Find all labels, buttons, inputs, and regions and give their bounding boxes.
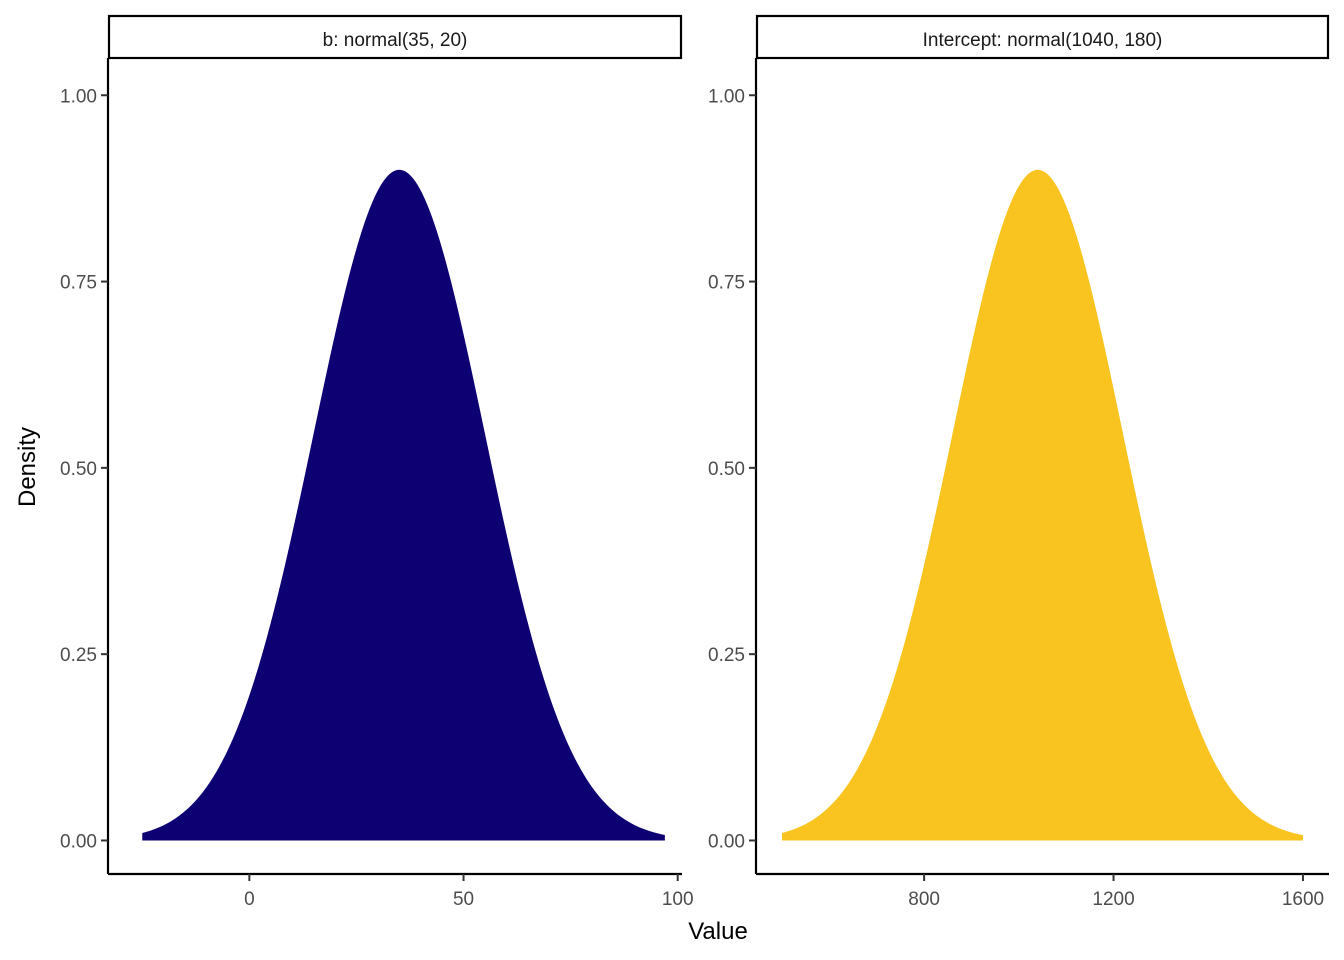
x-tick-label: 1600 [1282,889,1324,910]
density-area [142,169,665,841]
y-axis-title: Density [14,427,41,507]
x-axis-title: Value [688,918,748,945]
facet-panel-1: 0.00 0.25 0.50 0.75 1.00 0 50 100 b: normal(35, … [60,14,694,910]
y-tick-label: 0.00 [708,831,745,852]
y-tick-label: 0.75 [60,273,97,294]
y-tick-label: 1.00 [708,86,745,107]
y-tick-label: 1.00 [60,86,97,107]
facet-strip [107,14,683,60]
chart-panels: 0.00 0.25 0.50 0.75 1.00 0 50 100 b: normal(35, … [60,14,1330,910]
y-tick-label: 0.25 [708,645,745,666]
x-tick-label: 0 [244,889,255,910]
y-tick-label: 0.25 [60,645,97,666]
facet-strip-label: Intercept: normal(1040, 180) [923,30,1163,51]
y-tick-label: 0.50 [60,459,97,480]
x-tick-label: 800 [908,889,940,910]
facet-strip-label: b: normal(35, 20) [323,30,468,51]
x-tick-label: 50 [453,889,474,910]
y-tick-label: 0.75 [708,273,745,294]
x-tick-label: 1200 [1092,889,1134,910]
x-tick-label: 100 [662,889,694,910]
density-area [782,169,1303,841]
facet-strip [755,14,1330,60]
facet-panel-2: 0.00 0.25 0.50 0.75 1.00 800 1200 1600 Intercept… [708,14,1330,910]
y-tick-label: 0.00 [60,831,97,852]
y-tick-label: 0.50 [708,459,745,480]
